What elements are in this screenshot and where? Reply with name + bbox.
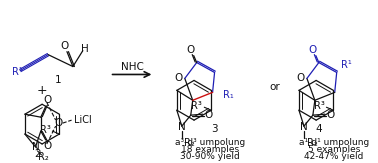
Text: O: O — [204, 110, 213, 120]
Text: a¹-d¹ umpolung: a¹-d¹ umpolung — [299, 139, 369, 148]
Text: O: O — [61, 41, 69, 51]
Text: N: N — [300, 122, 308, 132]
Text: O: O — [43, 141, 52, 151]
Text: 1: 1 — [55, 75, 61, 85]
Text: 2: 2 — [34, 149, 40, 159]
Text: O: O — [327, 110, 335, 120]
Text: N: N — [178, 122, 186, 132]
Text: R³: R³ — [40, 125, 51, 135]
Text: R¹: R¹ — [12, 67, 23, 77]
Text: a³-d³ umpolung: a³-d³ umpolung — [175, 139, 245, 148]
Text: R₁: R₁ — [223, 90, 233, 100]
Text: 42-47% yield: 42-47% yield — [304, 152, 364, 161]
Text: O: O — [297, 74, 305, 83]
Text: R³: R³ — [314, 101, 324, 111]
Text: O: O — [175, 74, 183, 83]
Text: O: O — [54, 118, 63, 128]
Text: O: O — [43, 95, 52, 105]
Text: H: H — [81, 44, 89, 54]
Text: R₂: R₂ — [184, 138, 195, 148]
Text: NHC: NHC — [121, 61, 143, 72]
Text: 30-90% yield: 30-90% yield — [180, 152, 240, 161]
Text: R₂: R₂ — [307, 138, 317, 148]
Text: N: N — [32, 142, 39, 152]
Text: or: or — [269, 82, 280, 92]
Text: 3: 3 — [211, 124, 218, 134]
Text: R¹: R¹ — [341, 59, 352, 70]
Text: 4: 4 — [316, 124, 322, 134]
Text: R³: R³ — [191, 101, 202, 111]
Text: +: + — [37, 84, 47, 97]
Text: R₂: R₂ — [38, 152, 49, 162]
Text: 5 examples: 5 examples — [308, 145, 360, 154]
Text: O: O — [309, 45, 317, 55]
Text: 18 examples: 18 examples — [181, 145, 239, 154]
Text: LiCl: LiCl — [74, 115, 91, 125]
Text: O: O — [187, 45, 195, 55]
